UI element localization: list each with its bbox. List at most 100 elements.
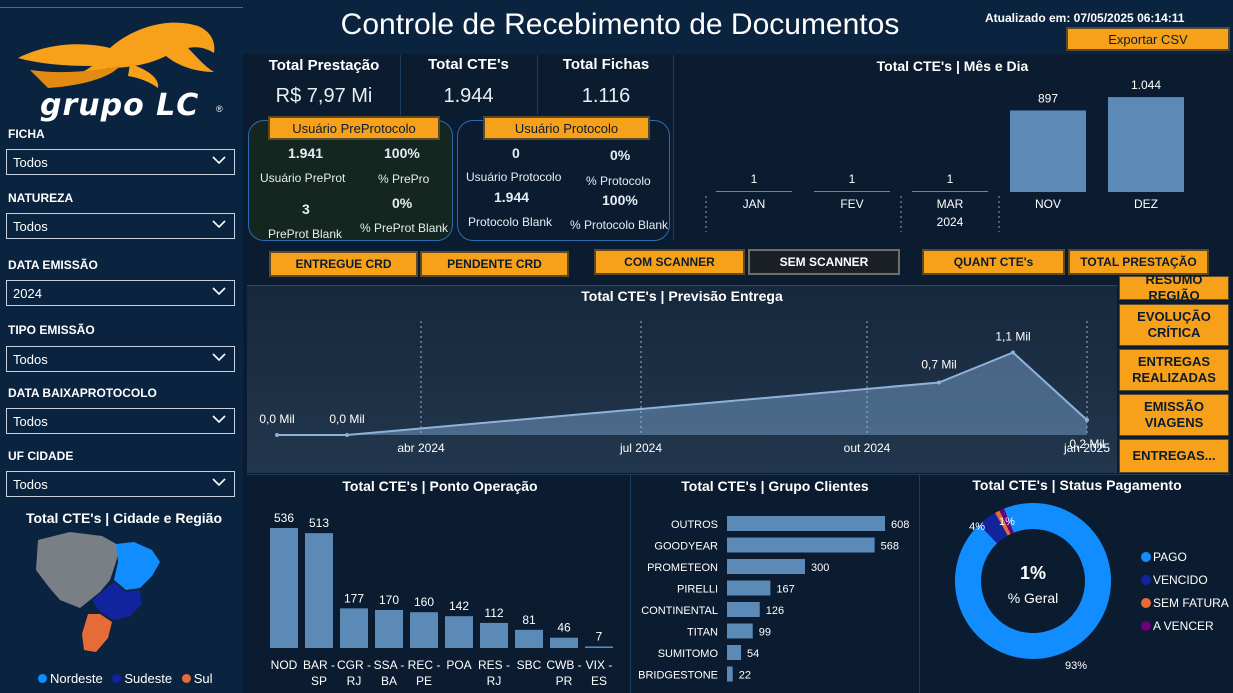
donut-slice-pago[interactable] <box>955 503 1111 659</box>
bar-grupo[interactable] <box>727 580 771 596</box>
bar-grupo[interactable] <box>727 537 875 553</box>
filter-uf-cidade-select[interactable]: Todos <box>6 471 235 497</box>
filter-data-baixaprotocolo-select[interactable]: Todos <box>6 408 235 434</box>
chart-previsao-entrega[interactable]: abr 2024 jul 2024 out 2024 jan 2025 0,0 Mil 0… <box>247 305 1117 473</box>
entregue-crd-button[interactable]: ENTREGUE CRD <box>269 251 418 277</box>
bar-grupo[interactable] <box>727 645 742 660</box>
chart-grupo-title: Total CTE's | Grupo Clientes <box>681 478 869 494</box>
quant-ctes-button[interactable]: QUANT CTE's <box>922 249 1065 275</box>
bar-value-label: 46 <box>557 621 571 635</box>
chevron-down-icon <box>212 156 226 165</box>
pendente-crd-button[interactable]: PENDENTE CRD <box>420 251 569 277</box>
y-tick-label: CONTINENTAL <box>641 605 718 617</box>
area-point[interactable] <box>937 380 941 385</box>
logo-registered: ® <box>216 104 223 114</box>
bar-ponto[interactable] <box>585 646 613 648</box>
legend-marker[interactable] <box>1141 621 1151 631</box>
chart-mes-dia[interactable]: 1 JAN 1 FEV 1 MAR 897 NOV 1.044 DEZ 2024 <box>700 80 1210 240</box>
usuario-protocolo-button[interactable]: Usuário Protocolo <box>483 116 650 140</box>
area-series-fill[interactable] <box>277 352 1087 436</box>
area-point[interactable] <box>345 433 349 437</box>
bar-ponto[interactable] <box>340 608 368 648</box>
legend-sudeste[interactable]: Sudeste <box>112 671 172 686</box>
bar-ponto[interactable] <box>270 528 298 648</box>
x-tick-label: CWB - PR <box>546 658 581 688</box>
bar-ponto[interactable] <box>445 616 473 648</box>
x-tick-label: jul 2024 <box>619 441 662 455</box>
x-group-label: 2024 <box>937 215 964 229</box>
bar-value-label: 7 <box>596 629 603 643</box>
sidebar-top-line <box>0 7 243 8</box>
map-region-sudeste[interactable] <box>92 582 142 620</box>
x-tick-label-part: SSA - <box>374 658 405 672</box>
bar-ponto[interactable] <box>480 622 508 648</box>
bar-grupo[interactable] <box>727 602 760 617</box>
bar-value-label: 112 <box>484 606 503 620</box>
map-region-nordeste[interactable] <box>114 542 160 590</box>
bar-mes-fev[interactable] <box>814 191 890 192</box>
total-prestacao-button[interactable]: TOTAL PRESTAÇÃO <box>1068 249 1209 275</box>
x-tick-label-part: SBC <box>517 658 542 672</box>
bar-grupo[interactable] <box>727 623 753 639</box>
brazil-map[interactable] <box>30 530 165 660</box>
donut-slice-vencido[interactable] <box>979 512 1008 544</box>
donut-slice-a-vencer[interactable] <box>999 508 1014 535</box>
bar-grupo[interactable] <box>727 559 805 574</box>
donut-slice-sem-fatura[interactable] <box>995 510 1011 536</box>
legend-label: SEM FATURA <box>1153 596 1229 610</box>
filter-tipo-emissao-value: Todos <box>13 352 48 367</box>
evolucao-critica-button[interactable]: EVOLUÇÃO CRÍTICA <box>1119 304 1229 346</box>
legend-nordeste[interactable]: Nordeste <box>38 671 103 686</box>
kpi-ctes-label: Total CTE's <box>428 56 509 73</box>
com-scanner-button[interactable]: COM SCANNER <box>594 249 745 275</box>
y-tick-label: PIRELLI <box>677 584 718 596</box>
legend-sul[interactable]: Sul <box>181 671 213 686</box>
bar-value-label: 126 <box>766 605 784 617</box>
bar-ponto[interactable] <box>550 637 578 648</box>
filter-tipo-emissao-select[interactable]: Todos <box>6 346 235 372</box>
export-csv-button[interactable]: Exportar CSV <box>1066 27 1230 51</box>
emissao-viagens-button[interactable]: EMISSÃO VIAGENS <box>1119 394 1229 436</box>
bar-ponto[interactable] <box>515 629 543 648</box>
map-region-sul[interactable] <box>82 614 112 652</box>
filter-data-emissao-select[interactable]: 2024 <box>6 280 235 306</box>
legend-marker[interactable] <box>1141 598 1151 608</box>
chart-grupo-clientes[interactable]: OUTROS 608 GOODYEAR 568 PROMETEON 300 PIRELLI 1… <box>634 510 918 690</box>
y-tick-label: PROMETEON <box>647 562 718 574</box>
bar-ponto[interactable] <box>375 609 403 648</box>
legend-marker[interactable] <box>1141 552 1151 562</box>
area-point[interactable] <box>1011 350 1015 355</box>
x-tick-label: REC - PE <box>408 658 441 688</box>
horse-logo-icon <box>18 22 215 88</box>
chart-ponto-operacao[interactable]: 536 NOD 513 BAR - SP 177 CGR - RJ 170 SSA - BA 160 R… <box>260 500 630 693</box>
sem-scanner-button[interactable]: SEM SCANNER <box>748 249 900 275</box>
entregas-more-button[interactable]: ENTREGAS... <box>1119 439 1229 473</box>
bar-ponto[interactable] <box>305 533 333 648</box>
slice-label-sem-fatura: 1% <box>999 516 1015 528</box>
bar-mes-dez[interactable] <box>1108 97 1184 192</box>
usuario-preprotocolo-button[interactable]: Usuário PreProtocolo <box>268 116 440 140</box>
bar-mes-jan[interactable] <box>716 191 792 192</box>
chevron-down-icon <box>212 220 226 229</box>
bar-mes-mar[interactable] <box>912 191 988 192</box>
chart-status-pagamento[interactable]: 1% % Geral 93% 4% 1% PAGO VENCIDO SEM FATURA A V… <box>921 500 1233 693</box>
area-point[interactable] <box>1085 418 1089 422</box>
filter-data-emissao-label: DATA EMISSÃO <box>8 258 98 272</box>
map-region-norte-centro[interactable] <box>36 532 120 608</box>
x-tick-label-part: NOD <box>271 658 298 672</box>
bar-ponto[interactable] <box>410 612 438 648</box>
chart-previsao-title: Total CTE's | Previsão Entrega <box>581 288 783 304</box>
x-tick-label: jan 2025 <box>1063 441 1110 455</box>
legend-marker[interactable] <box>1141 575 1151 585</box>
entregas-realizadas-button[interactable]: ENTREGAS REALIZADAS <box>1119 349 1229 391</box>
resumo-regiao-button[interactable]: RESUMO REGIÃO <box>1119 272 1229 303</box>
bar-mes-nov[interactable] <box>1010 110 1086 192</box>
bar-grupo[interactable] <box>727 666 733 682</box>
filter-natureza-select[interactable]: Todos <box>6 213 235 239</box>
prot-blank-count: 1.944 <box>494 189 530 205</box>
filter-ficha-select[interactable]: Todos <box>6 149 235 175</box>
y-tick-label: OUTROS <box>671 519 718 531</box>
donut-center-value: 1% <box>1020 563 1046 583</box>
area-point[interactable] <box>275 433 279 437</box>
bar-grupo[interactable] <box>727 516 885 531</box>
